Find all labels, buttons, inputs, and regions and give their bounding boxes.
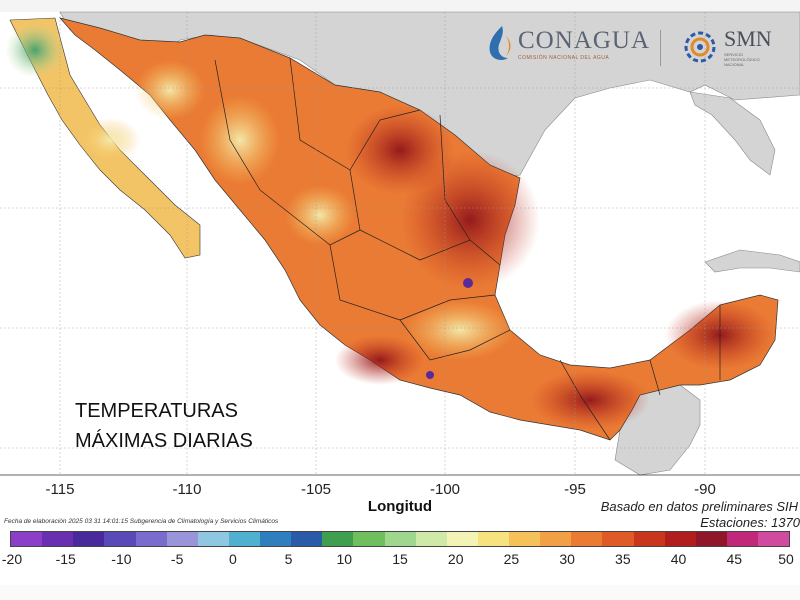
colorbar-segment (291, 532, 323, 546)
colorbar-tick-label: -5 (170, 551, 184, 567)
sonora-mild-zone (135, 60, 205, 120)
overlay-title-line2: MÁXIMAS DIARIAS (75, 430, 253, 452)
data-source-note: Basado en datos preliminares SIH (600, 499, 798, 514)
southeast-hot-zone (530, 370, 650, 430)
logo-divider (660, 30, 661, 66)
colorbar-segment (353, 532, 385, 546)
colorbar-segment (758, 532, 790, 546)
colorbar-tick-label: -15 (55, 551, 76, 567)
graticule (0, 12, 800, 475)
colorbar-segment (197, 532, 229, 546)
smn-logo-icon (684, 31, 716, 62)
bottom-strip (0, 585, 800, 600)
x-tick-label: -95 (564, 481, 586, 498)
stations-count: Estaciones: 1370 (700, 515, 800, 530)
x-tick-label: -100 (429, 481, 461, 498)
x-tick-label: -90 (694, 481, 716, 498)
colorbar-segment (477, 532, 509, 546)
colorbar-segment (104, 532, 136, 546)
colorbar-tick-label: 30 (559, 551, 575, 567)
smn-logo: SMN SERVICIO METEOROLÓGICO NACIONAL (680, 26, 772, 67)
colorbar-tick-label: -10 (111, 551, 132, 567)
colorbar-tick-label: 50 (778, 551, 794, 567)
extreme-spot (426, 371, 434, 379)
durango-cool-zone (285, 185, 355, 245)
colorbar-segment (42, 532, 74, 546)
colorbar-segment (166, 532, 198, 546)
colorbar-segment (664, 532, 696, 546)
smn-subtitle-1: SERVICIO (724, 52, 744, 57)
x-tick-label: -110 (172, 481, 202, 498)
central-plateau-cool-zone (405, 300, 515, 360)
conagua-logo: CONAGUA COMISIÓN NACIONAL DEL AGUA (484, 24, 650, 64)
colorbar-segment (602, 532, 634, 546)
conagua-logo-icon (489, 26, 511, 60)
colorbar-segment (73, 532, 105, 546)
colorbar-tick-label: 20 (447, 551, 464, 567)
colorbar-segment (571, 532, 603, 546)
conagua-wordmark: CONAGUA (518, 27, 650, 54)
colorbar-segment (509, 532, 541, 546)
colorbar-segment (384, 532, 416, 546)
smn-subtitle-3: NACIONAL (724, 62, 745, 67)
conagua-subtitle: COMISIÓN NACIONAL DEL AGUA (518, 55, 610, 61)
colorbar-segment (228, 532, 260, 546)
temperature-colorbar (10, 531, 790, 547)
colorbar-tick-label: 5 (284, 551, 293, 567)
x-tick-label: -105 (300, 481, 332, 498)
x-axis-label: Longitud (367, 498, 433, 515)
smn-wordmark: SMN (724, 26, 772, 51)
colorbar-segment (415, 532, 447, 546)
state-borders (214, 57, 721, 441)
colorbar-segment (135, 532, 167, 546)
colorbar-segment (260, 532, 292, 546)
colorbar-tick-label: 0 (228, 551, 237, 567)
colorbar-tick-label: 45 (726, 551, 743, 567)
coahuila-hot-zone (345, 105, 455, 195)
extreme-spot (463, 278, 473, 288)
sierra-madre-cool-zone (200, 95, 280, 185)
colorbar-segment (695, 532, 727, 546)
colorbar-segment (633, 532, 665, 546)
northeast-hot-zone (400, 150, 540, 290)
colorbar-tick-label: -20 (1, 551, 23, 567)
baja-cool-zone (5, 22, 65, 78)
colorbar-segment (322, 532, 354, 546)
cuba (704, 249, 800, 273)
colorbar-tick-label: 10 (336, 551, 353, 567)
map-overlay-title: TEMPERATURAS MÁXIMAS DIARIAS (75, 396, 253, 456)
x-tick-label: -115 (45, 481, 75, 498)
florida (689, 91, 776, 176)
colorbar-segment (726, 532, 758, 546)
smn-subtitle-2: METEOROLÓGICO (724, 57, 760, 62)
colorbar-segment (446, 532, 478, 546)
baja-mild-zone (80, 118, 140, 162)
colorbar-tick-label: 40 (670, 551, 687, 567)
colorbar-segment (540, 532, 572, 546)
pacific-hot-zone (335, 335, 425, 385)
colorbar-segment (11, 532, 43, 546)
colorbar-tick-label: 25 (503, 551, 520, 567)
elaboration-footnote: Fecha de elaboración 2025 03 31 14:01:15… (4, 518, 279, 525)
colorbar-tick-label: 35 (615, 551, 631, 567)
overlay-title-line1: TEMPERATURAS (75, 400, 238, 422)
top-strip (0, 0, 800, 12)
colorbar-tick-label: 15 (392, 551, 408, 567)
